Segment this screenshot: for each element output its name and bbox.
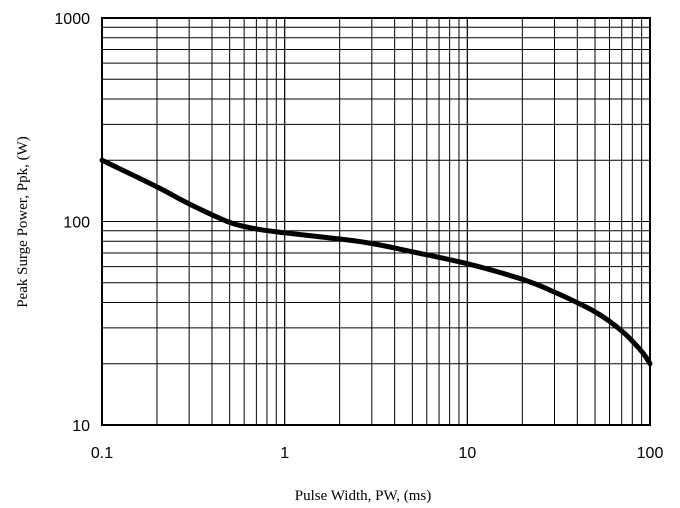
data-point bbox=[282, 230, 287, 235]
plot-frame bbox=[101, 17, 651, 426]
data-point bbox=[648, 361, 653, 366]
y-tick-label: 10 bbox=[72, 418, 90, 435]
data-point bbox=[520, 277, 525, 282]
data-point bbox=[227, 220, 232, 225]
data-point bbox=[154, 184, 159, 189]
x-tick-label: 100 bbox=[637, 445, 664, 462]
data-point bbox=[410, 249, 415, 254]
x-tick-label: 0.1 bbox=[91, 445, 113, 462]
y-tick-label: 100 bbox=[63, 215, 90, 232]
data-point bbox=[254, 226, 259, 231]
x-tick-label: 1 bbox=[280, 445, 289, 462]
data-point bbox=[465, 261, 470, 266]
data-points bbox=[100, 158, 653, 366]
data-point bbox=[552, 290, 557, 295]
grid-lines bbox=[101, 17, 651, 426]
series-line bbox=[99, 157, 653, 367]
x-tick-labels: 0.1 1 10 100 bbox=[91, 445, 664, 462]
y-axis-title: Peak Surge Power, Ppk, (W) bbox=[15, 136, 31, 308]
y-tick-labels: 10 100 1000 bbox=[54, 11, 90, 435]
y-tick-label: 1000 bbox=[54, 11, 90, 28]
data-point bbox=[337, 237, 342, 242]
x-tick-label: 10 bbox=[458, 445, 476, 462]
x-axis-title: Pulse Width, PW, (ms) bbox=[295, 488, 432, 504]
data-point bbox=[369, 241, 374, 246]
data-point bbox=[593, 309, 598, 314]
data-point bbox=[187, 201, 192, 206]
data-point bbox=[619, 328, 624, 333]
data-point bbox=[639, 349, 644, 354]
data-point bbox=[100, 158, 105, 163]
